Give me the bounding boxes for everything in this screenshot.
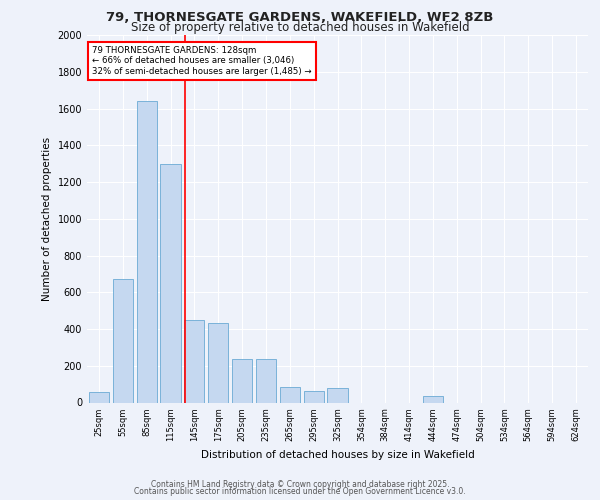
- Bar: [208, 324, 229, 402]
- Bar: [423, 396, 443, 402]
- Text: 79, THORNESGATE GARDENS, WAKEFIELD, WF2 8ZB: 79, THORNESGATE GARDENS, WAKEFIELD, WF2 …: [106, 11, 494, 24]
- Bar: [232, 360, 252, 403]
- Bar: [137, 101, 157, 402]
- Bar: [328, 388, 347, 402]
- Y-axis label: Number of detached properties: Number of detached properties: [42, 136, 52, 301]
- Bar: [184, 320, 205, 402]
- Bar: [160, 164, 181, 402]
- Bar: [304, 390, 324, 402]
- Bar: [280, 387, 300, 402]
- Text: Contains HM Land Registry data © Crown copyright and database right 2025.: Contains HM Land Registry data © Crown c…: [151, 480, 449, 489]
- Bar: [113, 280, 133, 402]
- Text: Contains public sector information licensed under the Open Government Licence v3: Contains public sector information licen…: [134, 487, 466, 496]
- Bar: [89, 392, 109, 402]
- Bar: [256, 360, 276, 403]
- X-axis label: Distribution of detached houses by size in Wakefield: Distribution of detached houses by size …: [200, 450, 475, 460]
- Text: 79 THORNESGATE GARDENS: 128sqm
← 66% of detached houses are smaller (3,046)
32% : 79 THORNESGATE GARDENS: 128sqm ← 66% of …: [92, 46, 311, 76]
- Text: Size of property relative to detached houses in Wakefield: Size of property relative to detached ho…: [131, 22, 469, 35]
